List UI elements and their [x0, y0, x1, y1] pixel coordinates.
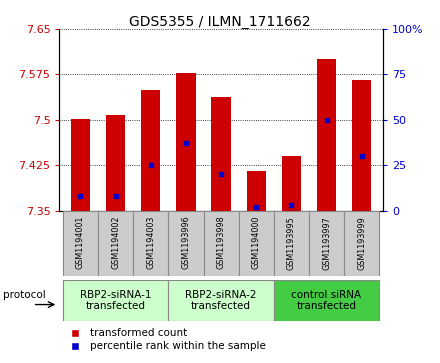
FancyBboxPatch shape [274, 211, 309, 276]
Bar [212, 97, 231, 211]
FancyBboxPatch shape [169, 280, 274, 321]
Bar [176, 73, 196, 211]
Text: GSM1193998: GSM1193998 [216, 216, 226, 269]
Text: RBP2-siRNA-2
transfected: RBP2-siRNA-2 transfected [185, 290, 257, 311]
FancyBboxPatch shape [63, 280, 169, 321]
Bar [352, 81, 371, 211]
Bar [317, 59, 336, 211]
FancyBboxPatch shape [204, 211, 238, 276]
FancyBboxPatch shape [169, 211, 204, 276]
Bar [71, 119, 90, 211]
Bar [282, 156, 301, 211]
Bar [106, 115, 125, 211]
Text: GSM1194001: GSM1194001 [76, 216, 85, 269]
Text: protocol: protocol [3, 290, 46, 300]
Bar [141, 90, 161, 211]
Text: GDS5355 / ILMN_1711662: GDS5355 / ILMN_1711662 [129, 15, 311, 29]
FancyBboxPatch shape [344, 211, 379, 276]
FancyBboxPatch shape [98, 211, 133, 276]
Text: RBP2-siRNA-1
transfected: RBP2-siRNA-1 transfected [80, 290, 151, 311]
Text: GSM1194002: GSM1194002 [111, 216, 120, 269]
FancyBboxPatch shape [133, 211, 169, 276]
Text: GSM1193999: GSM1193999 [357, 216, 366, 269]
Text: control siRNA
transfected: control siRNA transfected [291, 290, 362, 311]
Text: GSM1193997: GSM1193997 [322, 216, 331, 269]
FancyBboxPatch shape [238, 211, 274, 276]
Bar [246, 171, 266, 211]
FancyBboxPatch shape [274, 280, 379, 321]
Text: GSM1194000: GSM1194000 [252, 216, 261, 269]
Text: GSM1193995: GSM1193995 [287, 216, 296, 269]
Text: GSM1193996: GSM1193996 [181, 216, 191, 269]
Text: GSM1194003: GSM1194003 [146, 216, 155, 269]
Legend: transformed count, percentile rank within the sample: transformed count, percentile rank withi… [65, 328, 265, 351]
FancyBboxPatch shape [309, 211, 344, 276]
FancyBboxPatch shape [63, 211, 98, 276]
